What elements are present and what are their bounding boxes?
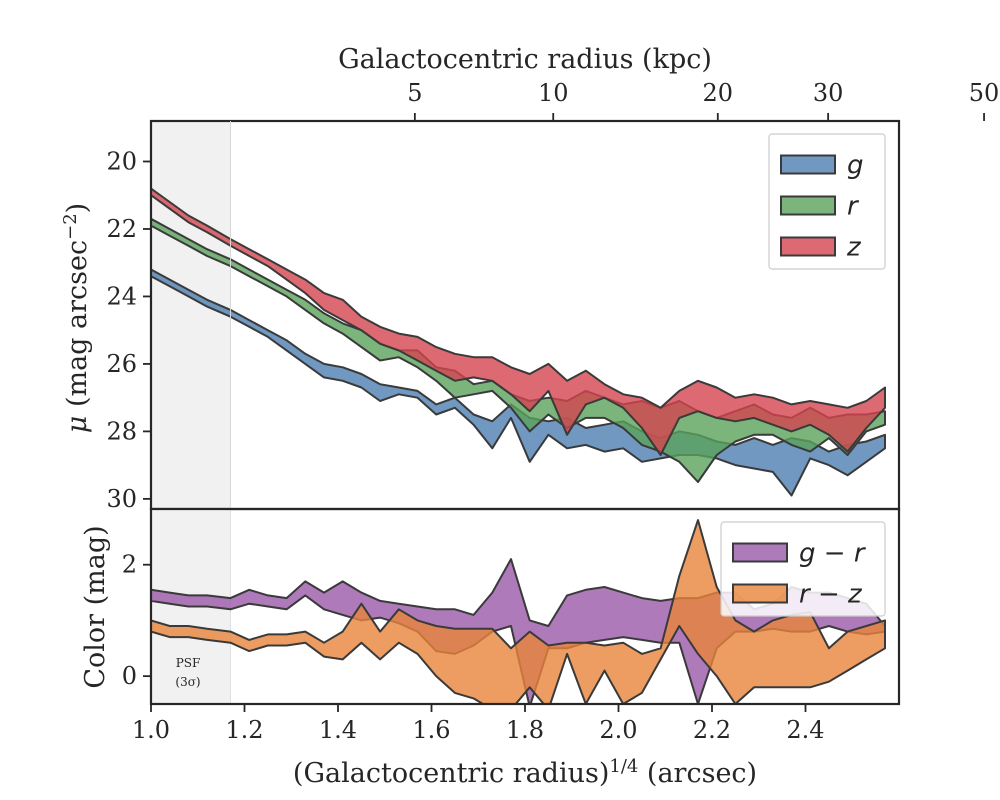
- y-tick-label: 26: [106, 350, 137, 378]
- band-z: [151, 187, 886, 456]
- x-tick-label: 2.4: [786, 716, 824, 744]
- kpc-tick-label: 50: [969, 79, 1000, 107]
- top-y-ticks: 20 22 24 26 28 30: [106, 147, 151, 513]
- y-tick-label: 24: [106, 282, 137, 310]
- legend-swatch: [780, 195, 836, 216]
- bottom-y-axis-label: Color (mag): [80, 525, 111, 688]
- legend-label: g: [847, 151, 864, 181]
- psf-shaded-region-top: [151, 121, 231, 509]
- psf-label: PSF: [176, 656, 201, 670]
- legend-swatch: [780, 236, 836, 257]
- kpc-tick-label: 5: [407, 79, 422, 107]
- top-x-axis-label: Galactocentric radius (kpc): [338, 44, 712, 75]
- top-y-axis-label: μ (mag arcsec−2): [60, 203, 94, 433]
- y-tick-label: 28: [106, 417, 137, 445]
- legend-swatch: [780, 154, 836, 175]
- legend-label: r: [847, 192, 860, 222]
- bottom-legend: g − r r − z: [720, 521, 886, 617]
- color-series: [151, 519, 886, 704]
- x-tick-label: 1.8: [506, 716, 544, 744]
- legend-swatch: [732, 542, 788, 563]
- psf-sublabel: (3σ): [175, 675, 200, 689]
- kpc-tick-label: 20: [703, 79, 734, 107]
- y-tick-label: 20: [106, 147, 137, 175]
- color-panel: 02 1.0 1.2 1.4 1.6 1.8 2.0 2.2 2.4 PSF (3σ) Col…: [80, 507, 901, 790]
- bottom-y-ticks: 02: [122, 551, 151, 690]
- y-tick-label: 30: [106, 485, 137, 513]
- top-kpc-ticks: 51020305075100150200: [407, 79, 1000, 121]
- legend-label: z: [846, 233, 862, 263]
- y-tick-label: 0: [122, 662, 137, 690]
- band-rz: [151, 519, 886, 704]
- y-tick-label: 22: [106, 215, 137, 243]
- legend-label: r − z: [799, 580, 863, 610]
- bottom-x-ticks: 1.0 1.2 1.4 1.6 1.8 2.0 2.2 2.4: [132, 704, 825, 744]
- x-tick-label: 2.0: [599, 716, 637, 744]
- x-tick-label: 1.2: [225, 716, 263, 744]
- kpc-tick-label: 10: [538, 79, 569, 107]
- kpc-tick-label: 30: [813, 79, 844, 107]
- x-tick-label: 1.0: [132, 716, 170, 744]
- x-tick-label: 1.6: [412, 716, 450, 744]
- legend-label: g − r: [799, 539, 867, 569]
- y-tick-label: 2: [122, 551, 137, 579]
- x-tick-label: 2.2: [693, 716, 731, 744]
- top-legend: grz: [768, 133, 886, 270]
- x-tick-label: 1.4: [319, 716, 357, 744]
- legend-swatch: [732, 583, 788, 604]
- bottom-x-axis-label: (Galactocentric radius)1/4 (arcsec): [293, 756, 757, 790]
- surface-brightness-series: [151, 187, 886, 497]
